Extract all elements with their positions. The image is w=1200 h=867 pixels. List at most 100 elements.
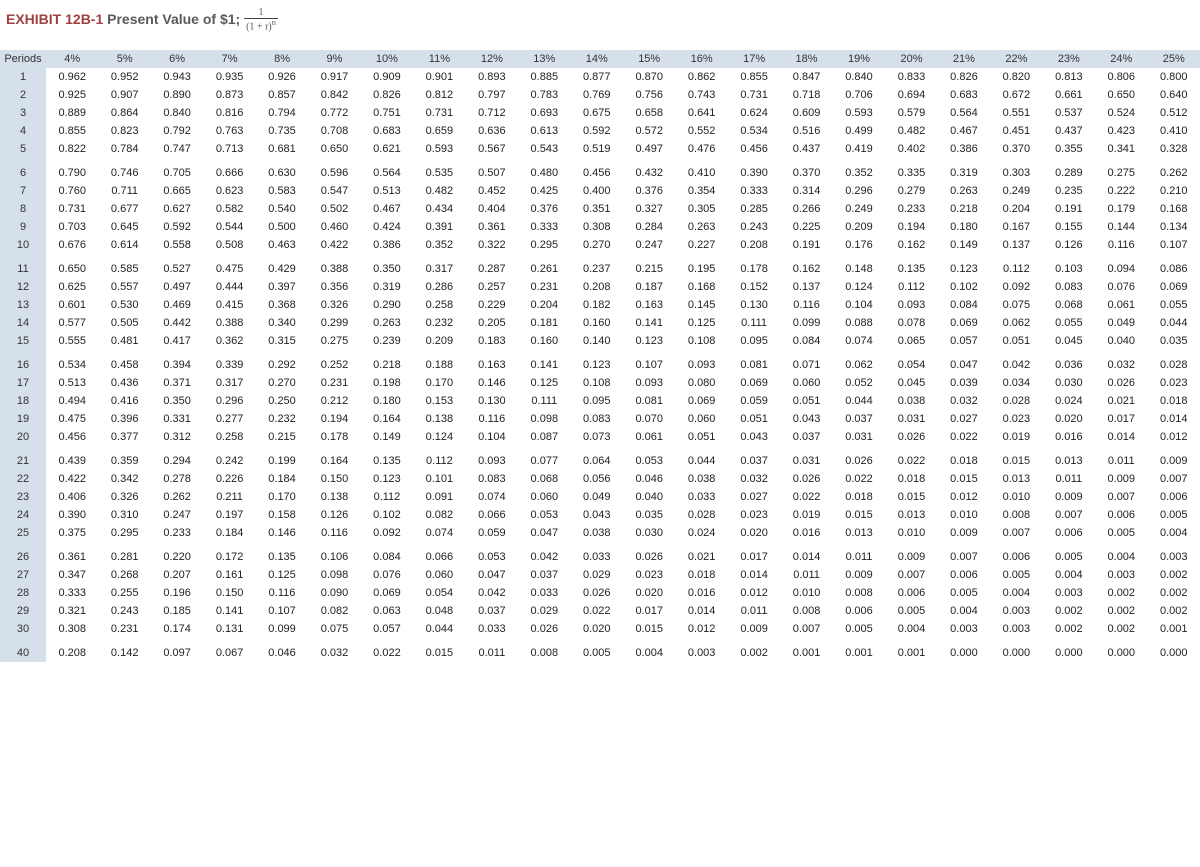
cell-value: 0.870	[623, 68, 675, 86]
cell-value: 0.235	[1043, 182, 1095, 200]
cell-value: 0.429	[256, 257, 308, 279]
col-rate: 21%	[938, 50, 990, 68]
cell-value: 0.925	[46, 86, 98, 104]
cell-value: 0.873	[203, 86, 255, 104]
cell-value: 0.108	[571, 374, 623, 392]
exhibit-title: EXHIBIT 12B-1 Present Value of $1; 1(1 +…	[0, 0, 1200, 50]
cell-value: 0.693	[518, 104, 570, 122]
cell-value: 0.665	[151, 182, 203, 200]
cell-value: 0.322	[466, 236, 518, 257]
cell-value: 0.275	[308, 332, 360, 353]
cell-value: 0.666	[203, 161, 255, 183]
cell-value: 0.826	[361, 86, 413, 104]
cell-value: 0.840	[833, 68, 885, 86]
cell-value: 0.003	[675, 641, 727, 663]
cell-value: 0.390	[728, 161, 780, 183]
cell-value: 0.305	[675, 200, 727, 218]
table-row: 190.4750.3960.3310.2770.2320.1940.1640.1…	[0, 410, 1200, 428]
cell-value: 0.007	[1095, 488, 1147, 506]
cell-value: 0.314	[780, 182, 832, 200]
cell-value: 0.022	[361, 641, 413, 663]
cell-period: 20	[0, 428, 46, 449]
cell-value: 0.231	[98, 620, 150, 641]
cell-value: 0.015	[623, 620, 675, 641]
cell-value: 0.009	[728, 620, 780, 641]
cell-value: 0.164	[361, 410, 413, 428]
cell-value: 0.137	[780, 278, 832, 296]
cell-period: 29	[0, 602, 46, 620]
table-row: 220.4220.3420.2780.2260.1840.1500.1230.1…	[0, 470, 1200, 488]
cell-value: 0.010	[885, 524, 937, 545]
cell-value: 0.093	[623, 374, 675, 392]
cell-value: 0.270	[571, 236, 623, 257]
cell-value: 0.104	[466, 428, 518, 449]
table-row: 100.6760.6140.5580.5080.4630.4220.3860.3…	[0, 236, 1200, 257]
cell-value: 0.126	[308, 506, 360, 524]
cell-value: 0.396	[98, 410, 150, 428]
cell-value: 0.124	[833, 278, 885, 296]
cell-value: 0.107	[256, 602, 308, 620]
cell-value: 0.042	[518, 545, 570, 567]
cell-value: 0.212	[308, 392, 360, 410]
cell-value: 0.233	[885, 200, 937, 218]
cell-value: 0.423	[1095, 122, 1147, 140]
cell-value: 0.015	[833, 506, 885, 524]
cell-value: 0.640	[1148, 86, 1200, 104]
cell-value: 0.013	[885, 506, 937, 524]
cell-value: 0.069	[675, 392, 727, 410]
cell-value: 0.014	[728, 566, 780, 584]
col-rate: 15%	[623, 50, 675, 68]
cell-value: 0.388	[203, 314, 255, 332]
cell-value: 0.746	[98, 161, 150, 183]
cell-value: 0.092	[990, 278, 1042, 296]
cell-value: 0.456	[728, 140, 780, 161]
cell-value: 0.029	[518, 602, 570, 620]
cell-value: 0.006	[990, 545, 1042, 567]
cell-value: 0.683	[361, 122, 413, 140]
cell-value: 0.862	[675, 68, 727, 86]
cell-value: 0.090	[308, 584, 360, 602]
cell-value: 0.227	[675, 236, 727, 257]
col-rate: 9%	[308, 50, 360, 68]
cell-value: 0.047	[466, 566, 518, 584]
pv-table: Periods4%5%6%7%8%9%10%11%12%13%14%15%16%…	[0, 50, 1200, 662]
cell-value: 0.583	[256, 182, 308, 200]
cell-value: 0.093	[675, 353, 727, 375]
cell-value: 0.057	[938, 332, 990, 353]
cell-value: 0.952	[98, 68, 150, 86]
cell-value: 0.051	[990, 332, 1042, 353]
cell-value: 0.102	[938, 278, 990, 296]
cell-value: 0.792	[151, 122, 203, 140]
cell-value: 0.840	[151, 104, 203, 122]
cell-value: 0.317	[203, 374, 255, 392]
col-rate: 19%	[833, 50, 885, 68]
cell-value: 0.069	[728, 374, 780, 392]
cell-value: 0.102	[361, 506, 413, 524]
cell-value: 0.010	[990, 488, 1042, 506]
cell-value: 0.160	[518, 332, 570, 353]
cell-value: 0.237	[571, 257, 623, 279]
cell-value: 0.356	[308, 278, 360, 296]
cell-value: 0.295	[98, 524, 150, 545]
cell-value: 0.784	[98, 140, 150, 161]
cell-value: 0.049	[571, 488, 623, 506]
cell-value: 0.284	[623, 218, 675, 236]
cell-value: 0.303	[990, 161, 1042, 183]
cell-value: 0.112	[361, 488, 413, 506]
cell-value: 0.205	[466, 314, 518, 332]
cell-value: 0.020	[571, 620, 623, 641]
cell-value: 0.327	[623, 200, 675, 218]
cell-value: 0.137	[990, 236, 1042, 257]
cell-value: 0.036	[1043, 353, 1095, 375]
cell-value: 0.014	[675, 602, 727, 620]
cell-value: 0.191	[1043, 200, 1095, 218]
cell-value: 0.000	[1095, 641, 1147, 663]
cell-value: 0.178	[728, 257, 780, 279]
cell-value: 0.351	[571, 200, 623, 218]
cell-value: 0.081	[728, 353, 780, 375]
cell-value: 0.208	[571, 278, 623, 296]
cell-value: 0.076	[361, 566, 413, 584]
cell-value: 0.164	[308, 449, 360, 471]
cell-value: 0.512	[1148, 104, 1200, 122]
cell-value: 0.731	[413, 104, 465, 122]
